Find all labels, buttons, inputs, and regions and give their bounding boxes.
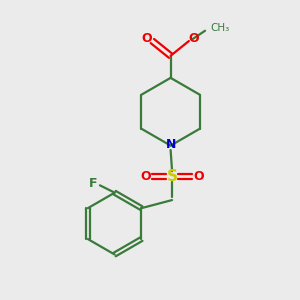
Text: CH₃: CH₃ bbox=[210, 23, 230, 33]
Text: S: S bbox=[167, 169, 178, 184]
Text: O: O bbox=[142, 32, 152, 45]
Text: O: O bbox=[193, 170, 204, 183]
Text: N: N bbox=[165, 139, 176, 152]
Text: F: F bbox=[89, 177, 98, 190]
Text: O: O bbox=[140, 170, 151, 183]
Text: O: O bbox=[189, 32, 200, 45]
